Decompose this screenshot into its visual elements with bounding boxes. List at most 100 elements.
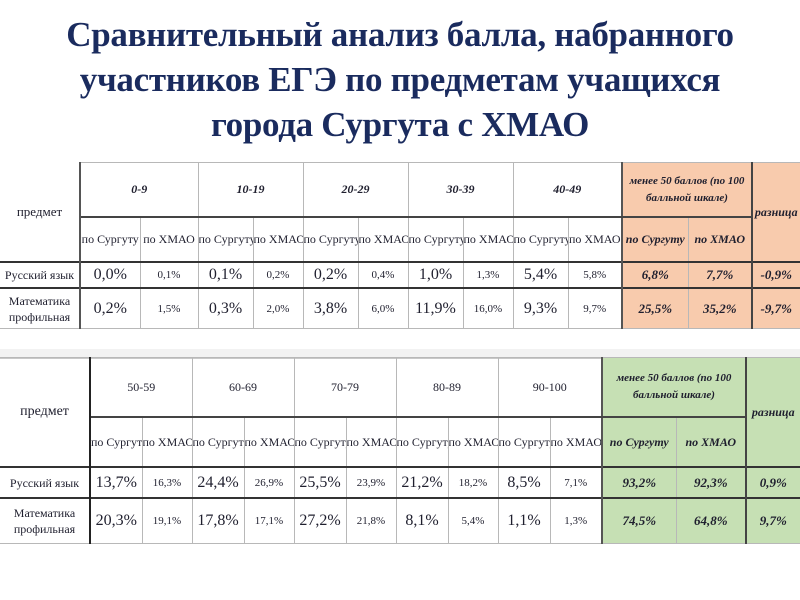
sub-header-khmao: по ХМАО: [139, 216, 199, 263]
value-cell: 5,4%: [512, 261, 569, 289]
sub-header-khmao: по ХМАО: [549, 416, 603, 468]
sub-header-surgut: по Сургуту: [89, 416, 143, 468]
summary-sub-header-surgut: по Сургуту: [601, 416, 677, 468]
sub-header-khmao: по ХМАО: [462, 216, 514, 263]
sub-header-surgut: по Сургуту: [293, 416, 347, 468]
subject-column-header: предмет: [0, 357, 91, 468]
range-header: 10-19: [197, 162, 304, 218]
sub-header-surgut: по Сургуту: [395, 416, 449, 468]
value-cell: 21,8%: [345, 497, 397, 544]
value-cell: 1,3%: [462, 261, 514, 289]
subject-cell: Русский язык: [0, 466, 91, 499]
summary-sub-header-khmao: по ХМАО: [675, 416, 747, 468]
score-table-low-ranges: предмет 0-9 10-19 20-29 30-39 40-49 мене…: [0, 162, 800, 329]
value-cell: 16,3%: [141, 466, 193, 499]
summary-khmao-cell: 64,8%: [675, 497, 747, 544]
value-cell: 6,0%: [357, 287, 409, 329]
summary-sub-header-khmao: по ХМАО: [687, 216, 753, 263]
value-cell: 16,0%: [462, 287, 514, 329]
value-cell: 0,1%: [197, 261, 254, 289]
sub-header-surgut: по Сургуту: [197, 216, 254, 263]
summary-surgut-cell: 74,5%: [601, 497, 677, 544]
range-header: 40-49: [512, 162, 623, 218]
sub-header-surgut: по Сургуту: [79, 216, 141, 263]
table-row: Математика профильная 0,2% 1,5% 0,3% 2,0…: [0, 287, 800, 329]
value-cell: 0,0%: [79, 261, 141, 289]
value-cell: 5,8%: [567, 261, 623, 289]
value-cell: 0,4%: [357, 261, 409, 289]
subject-cell: Математика профильная: [0, 497, 91, 544]
subject-column-header: предмет: [0, 162, 81, 263]
value-cell: 21,2%: [395, 466, 449, 499]
value-cell: 2,0%: [252, 287, 304, 329]
value-cell: 0,2%: [252, 261, 304, 289]
sub-header-surgut: по Сургуту: [512, 216, 569, 263]
header-row-sub: по Сургуту по ХМАО по Сургуту по ХМАО по…: [0, 216, 800, 263]
summary-khmao-cell: 92,3%: [675, 466, 747, 499]
sub-header-surgut: по Сургуту: [497, 416, 551, 468]
table-row: Русский язык 0,0% 0,1% 0,1% 0,2% 0,2% 0,…: [0, 261, 800, 289]
summary-header: менее 50 баллов (по 100 балльной шкале): [600, 357, 747, 418]
value-cell: 19,1%: [141, 497, 193, 544]
value-cell: 9,7%: [567, 287, 623, 329]
range-header: 20-29: [302, 162, 409, 218]
value-cell: 7,1%: [549, 466, 603, 499]
subject-cell: Русский язык: [0, 261, 81, 289]
range-header: 60-69: [191, 357, 295, 418]
sub-header-khmao: по ХМАО: [141, 416, 193, 468]
range-header: 30-39: [407, 162, 514, 218]
value-cell: 1,3%: [549, 497, 603, 544]
range-header: 70-79: [293, 357, 397, 418]
score-table-high-ranges: предмет 50-59 60-69 70-79 80-89 90-100 м…: [0, 357, 800, 544]
title-line-1: Сравнительный анализ балла, набранного: [66, 15, 734, 54]
summary-khmao-cell: 35,2%: [687, 287, 753, 329]
table-row: Математика профильная 20,3% 19,1% 17,8% …: [0, 497, 800, 544]
value-cell: 11,9%: [407, 287, 464, 329]
value-cell: 8,1%: [395, 497, 449, 544]
value-cell: 0,2%: [79, 287, 141, 329]
sub-header-khmao: по ХМАО: [243, 416, 295, 468]
value-cell: 0,3%: [197, 287, 254, 329]
value-cell: 20,3%: [89, 497, 143, 544]
value-cell: 8,5%: [497, 466, 551, 499]
sub-header-khmao: по ХМАО: [357, 216, 409, 263]
sub-header-khmao: по ХМАО: [252, 216, 304, 263]
summary-sub-header-surgut: по Сургуту: [621, 216, 689, 263]
difference-cell: -0,9%: [751, 261, 800, 289]
value-cell: 1,0%: [407, 261, 464, 289]
title-line-2: участников ЕГЭ по предметам учащихся: [79, 60, 721, 99]
subject-cell: Математика профильная: [0, 287, 81, 329]
summary-khmao-cell: 7,7%: [687, 261, 753, 289]
value-cell: 26,9%: [243, 466, 295, 499]
value-cell: 3,8%: [302, 287, 359, 329]
value-cell: 17,8%: [191, 497, 245, 544]
header-row-sub: по Сургуту по ХМАО по Сургуту по ХМАО по…: [0, 416, 800, 468]
value-cell: 13,7%: [89, 466, 143, 499]
table-row: Русский язык 13,7% 16,3% 24,4% 26,9% 25,…: [0, 466, 800, 499]
value-cell: 23,9%: [345, 466, 397, 499]
summary-surgut-cell: 6,8%: [621, 261, 689, 289]
value-cell: 1,5%: [139, 287, 199, 329]
summary-header: менее 50 баллов (по 100 балльной шкале): [620, 162, 753, 218]
header-row-ranges: предмет 50-59 60-69 70-79 80-89 90-100 м…: [0, 357, 800, 468]
value-cell: 24,4%: [191, 466, 245, 499]
sub-header-khmao: по ХМАО: [447, 416, 499, 468]
summary-surgut-cell: 93,2%: [601, 466, 677, 499]
value-cell: 18,2%: [447, 466, 499, 499]
range-header: 80-89: [395, 357, 499, 418]
value-cell: 5,4%: [447, 497, 499, 544]
header-row-ranges: предмет 0-9 10-19 20-29 30-39 40-49 мене…: [0, 162, 800, 263]
value-cell: 27,2%: [293, 497, 347, 544]
value-cell: 25,5%: [293, 466, 347, 499]
difference-header: разница: [745, 357, 800, 468]
page-title: Сравнительный анализ балла, набранного у…: [0, 12, 800, 147]
summary-surgut-cell: 25,5%: [621, 287, 689, 329]
sub-header-khmao: по ХМАО: [567, 216, 623, 263]
sub-header-surgut: по Сургуту: [407, 216, 464, 263]
difference-cell: -9,7%: [751, 287, 800, 329]
value-cell: 9,3%: [512, 287, 569, 329]
value-cell: 1,1%: [497, 497, 551, 544]
value-cell: 17,1%: [243, 497, 295, 544]
value-cell: 0,2%: [302, 261, 359, 289]
range-header: 90-100: [497, 357, 603, 418]
